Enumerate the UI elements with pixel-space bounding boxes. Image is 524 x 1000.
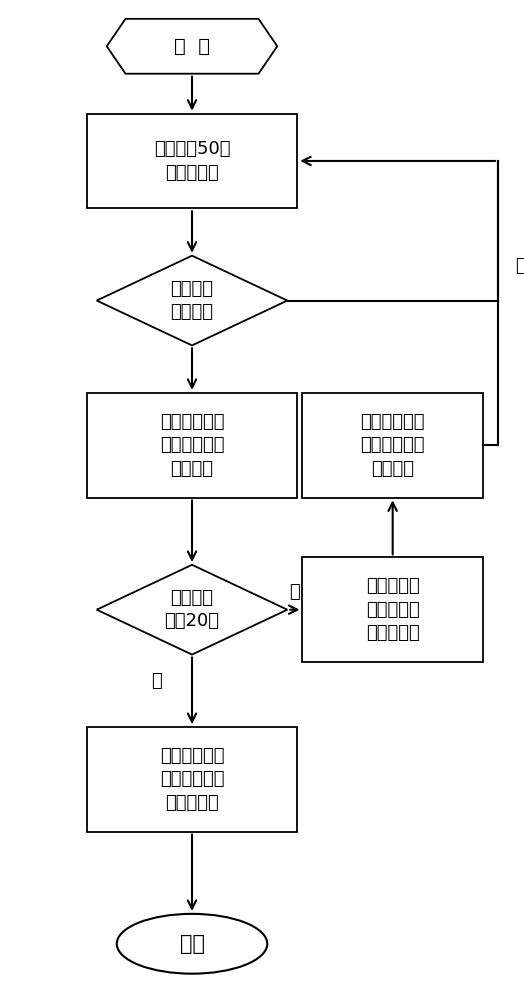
- Bar: [302, 393, 483, 498]
- Text: 代入适应度函
数计算，并记
录最大值: 代入适应度函 数计算，并记 录最大值: [160, 413, 224, 478]
- Bar: [86, 114, 297, 208]
- Text: 对种群个体
进行选择，
杂交，变异: 对种群个体 进行选择， 杂交，变异: [366, 577, 420, 642]
- Text: 是: 是: [151, 672, 162, 690]
- Text: 筛选出满足约
束条件的最优
个体并输出: 筛选出满足约 束条件的最优 个体并输出: [160, 747, 224, 812]
- Text: 否: 否: [515, 257, 524, 275]
- Bar: [86, 727, 297, 832]
- Bar: [302, 557, 483, 662]
- Text: 开  始: 开 始: [174, 37, 210, 56]
- Text: 结束: 结束: [180, 934, 204, 954]
- Polygon shape: [97, 256, 287, 345]
- Text: 是否满足
约束条件: 是否满足 约束条件: [170, 280, 213, 321]
- Polygon shape: [97, 565, 287, 655]
- Ellipse shape: [117, 914, 267, 974]
- Text: 代入适应度函
数计算，并记
录最优值: 代入适应度函 数计算，并记 录最优值: [361, 413, 425, 478]
- Text: 生成包含50个
个体的种群: 生成包含50个 个体的种群: [154, 140, 230, 182]
- Text: 是否进化
到第20代: 是否进化 到第20代: [165, 589, 220, 630]
- Text: 否: 否: [289, 583, 300, 601]
- Bar: [86, 393, 297, 498]
- Polygon shape: [107, 19, 277, 74]
